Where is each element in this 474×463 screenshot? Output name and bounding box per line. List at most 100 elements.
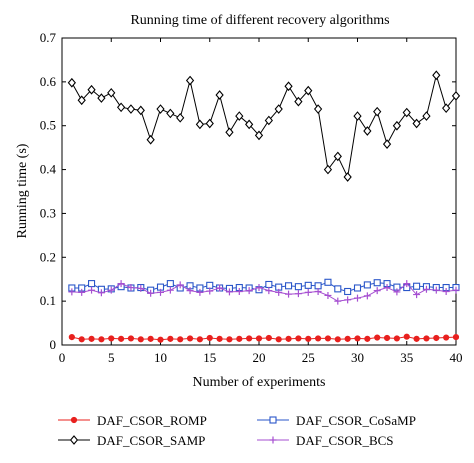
plot-area <box>61 37 457 346</box>
data-point <box>373 287 381 295</box>
data-point <box>433 334 440 342</box>
data-point <box>137 336 144 343</box>
data-point <box>116 102 126 113</box>
data-point <box>87 84 96 95</box>
data-point <box>354 294 361 302</box>
data-point <box>403 333 410 340</box>
data-point <box>167 335 174 342</box>
data-point <box>127 284 135 292</box>
data-point <box>294 96 303 107</box>
data-point <box>236 335 243 342</box>
data-point <box>413 291 421 299</box>
data-point <box>382 139 392 149</box>
data-point <box>127 335 135 342</box>
x-tick-label: 35 <box>400 350 413 365</box>
data-point <box>108 335 115 342</box>
data-point <box>305 335 312 342</box>
data-point <box>373 106 382 117</box>
data-point <box>363 292 371 300</box>
data-point <box>344 296 352 304</box>
x-tick-label: 10 <box>154 350 167 365</box>
data-point <box>176 281 184 289</box>
data-point <box>245 287 253 295</box>
legend-swatch-marker <box>269 416 277 424</box>
data-point <box>313 104 323 114</box>
series-line <box>71 282 457 302</box>
data-point <box>146 134 155 145</box>
data-point <box>255 335 263 342</box>
data-point <box>284 282 293 290</box>
data-point <box>107 286 115 294</box>
data-point <box>442 287 450 295</box>
legend-label: DAF_CSOR_SAMP <box>97 433 205 448</box>
x-tick-label: 30 <box>351 350 364 365</box>
data-point <box>354 335 361 342</box>
series-DAF_CSOR_CoSaMP <box>68 278 460 296</box>
data-point <box>452 334 460 341</box>
data-point <box>451 91 461 101</box>
x-tick-label: 25 <box>302 350 315 365</box>
data-point <box>206 281 214 289</box>
y-tick-label: 0.6 <box>40 74 57 89</box>
data-point <box>264 115 273 126</box>
data-point <box>393 335 400 342</box>
data-point <box>216 335 223 342</box>
data-point <box>315 335 322 342</box>
series-DAF_CSOR_BCS <box>68 280 460 305</box>
y-tick-label: 0.7 <box>40 30 57 45</box>
data-point <box>88 286 96 294</box>
data-point <box>422 285 430 293</box>
data-point <box>254 130 264 141</box>
data-point <box>186 287 194 295</box>
data-point <box>98 336 105 343</box>
data-point <box>206 287 214 295</box>
x-tick-label: 15 <box>203 350 216 365</box>
y-tick-label: 0.3 <box>40 205 56 220</box>
data-point <box>364 335 371 342</box>
data-point <box>225 127 234 138</box>
data-point <box>226 336 233 343</box>
data-point <box>334 336 341 343</box>
data-point <box>196 336 203 343</box>
data-point <box>285 335 292 342</box>
data-point <box>274 104 283 114</box>
series-layer <box>67 70 461 343</box>
y-tick-label: 0.4 <box>40 162 57 177</box>
data-point <box>205 118 214 129</box>
data-point <box>215 90 224 100</box>
data-point <box>216 284 224 292</box>
data-point <box>392 120 402 131</box>
data-point <box>147 289 155 297</box>
data-point <box>304 288 312 296</box>
data-point <box>324 291 332 299</box>
data-point <box>334 285 342 293</box>
legend-item: DAF_CSOR_SAMP <box>58 433 205 448</box>
chart-title: Running time of different recovery algor… <box>130 13 389 28</box>
data-point <box>314 287 322 295</box>
series-DAF_CSOR_ROMP <box>68 333 460 343</box>
data-point <box>157 288 164 296</box>
data-point <box>185 75 195 86</box>
data-point <box>374 334 381 341</box>
data-point <box>363 126 372 136</box>
data-point <box>343 172 352 182</box>
data-point <box>304 281 312 289</box>
data-point <box>324 278 332 286</box>
x-tick-label: 40 <box>450 350 463 365</box>
data-point <box>245 119 254 130</box>
data-point <box>255 284 263 292</box>
x-tick-label: 5 <box>108 350 115 365</box>
series-DAF_CSOR_SAMP <box>67 70 461 182</box>
legend-swatch-marker <box>69 435 79 445</box>
data-point <box>206 334 213 342</box>
data-point <box>235 287 243 295</box>
data-point <box>265 287 273 295</box>
data-point <box>137 284 145 292</box>
data-point <box>246 335 253 342</box>
data-point <box>78 336 85 343</box>
data-point <box>265 280 273 289</box>
data-point <box>177 336 184 343</box>
data-point <box>442 103 451 114</box>
data-point <box>88 280 96 288</box>
